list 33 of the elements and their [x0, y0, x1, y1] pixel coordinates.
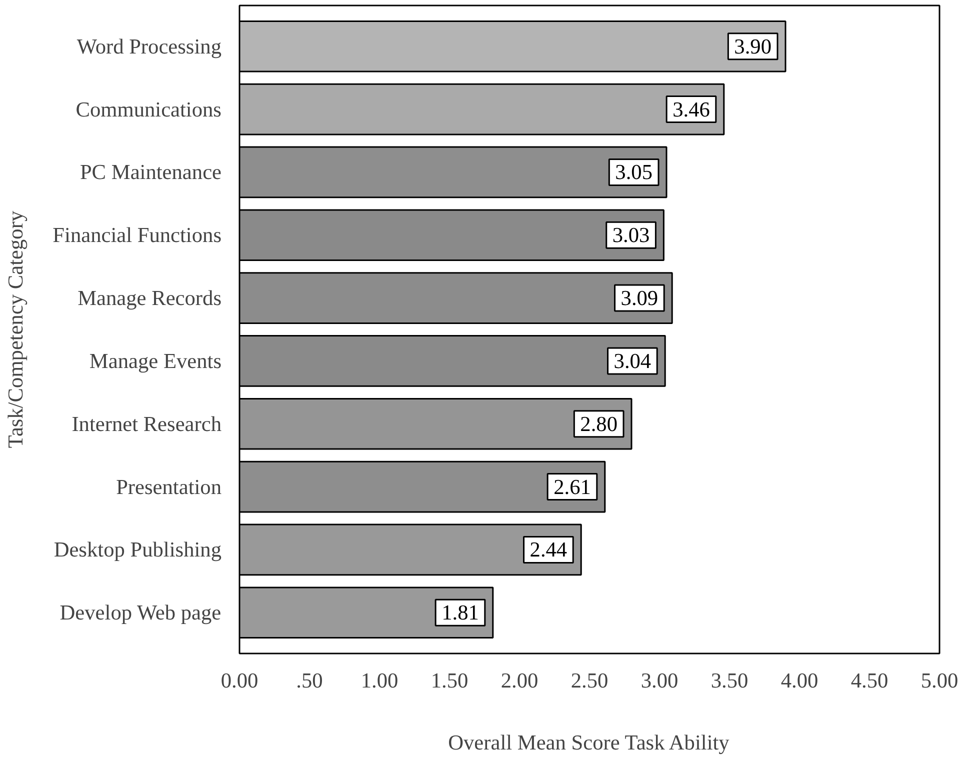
y-tick-label: Financial Functions [52, 223, 222, 248]
data-label: 3.90 [734, 34, 772, 58]
x-tick-label: 2.50 [570, 668, 608, 692]
y-tick-label: Presentation [116, 474, 222, 499]
x-tick-label: 5.00 [920, 668, 958, 692]
y-tick-label: Internet Research [72, 412, 222, 436]
y-tick-label: PC Maintenance [80, 160, 222, 184]
y-tick-label: Manage Records [78, 286, 222, 310]
data-label: 2.80 [580, 412, 618, 436]
data-label: 3.04 [614, 348, 652, 373]
y-tick-label: Develop Web page [60, 600, 222, 625]
x-tick-label: 2.00 [500, 668, 538, 692]
x-tick-label: 1.50 [430, 668, 468, 692]
x-tick-label: 0.00 [220, 668, 258, 692]
data-label: 3.03 [612, 223, 650, 248]
data-label: 3.46 [672, 97, 710, 122]
x-tick-label: 4.50 [850, 668, 888, 692]
data-label: 2.44 [530, 538, 568, 562]
x-axis-title: Overall Mean Score Task Ability [448, 730, 730, 754]
y-tick-label: Manage Events [89, 348, 222, 373]
x-tick-label: 3.50 [710, 668, 748, 692]
data-label: 3.05 [615, 160, 653, 184]
y-tick-label: Word Processing [76, 34, 222, 58]
x-tick-label: 1.00 [360, 668, 398, 692]
y-axis-title: Task/Competency Category [4, 210, 28, 448]
data-label: 2.61 [554, 474, 591, 499]
data-label: 1.81 [442, 600, 479, 625]
x-tick-label: .50 [296, 668, 323, 692]
x-tick-label: 4.00 [780, 668, 818, 692]
x-tick-label: 3.00 [640, 668, 678, 692]
y-tick-label: Communications [76, 97, 222, 122]
data-label: 3.09 [620, 286, 658, 310]
y-tick-label: Desktop Publishing [54, 538, 222, 562]
